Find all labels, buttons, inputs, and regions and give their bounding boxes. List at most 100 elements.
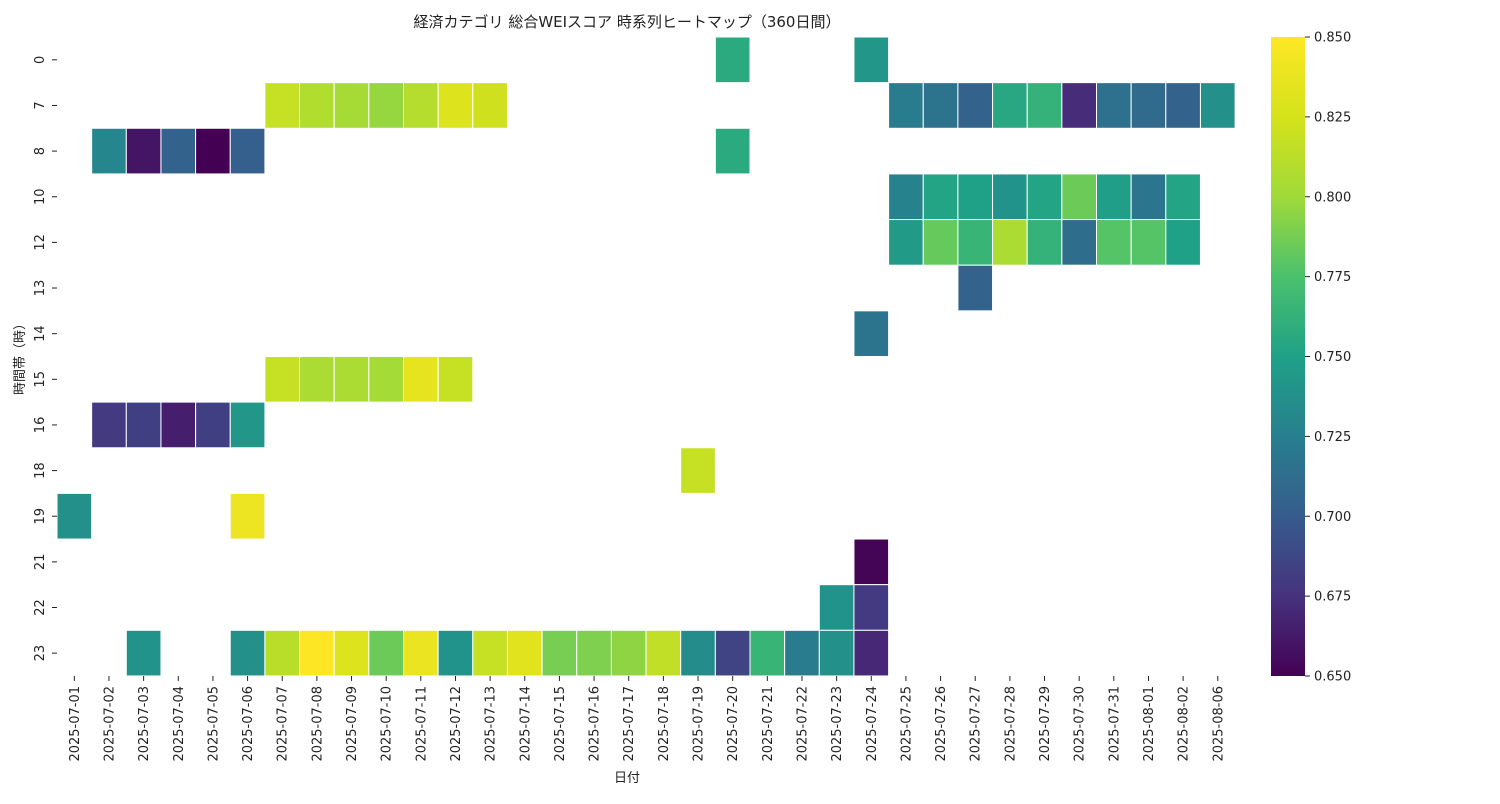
x-tick-label: 2025-07-28	[1003, 686, 1018, 762]
x-tick-label: 2025-07-18	[657, 686, 672, 762]
heatmap-cell	[853, 629, 890, 677]
heatmap-cell	[853, 36, 890, 84]
heatmap-cell	[299, 82, 335, 129]
heatmap-cell	[333, 82, 370, 129]
y-tick-label: 7	[33, 101, 48, 109]
chart-title: 経済カテゴリ 総合WEIスコア 時系列ヒートマップ（360日間）	[414, 13, 841, 31]
y-tick-label: 22	[33, 599, 48, 616]
x-tick-label: 2025-07-29	[1038, 686, 1053, 762]
heatmap-cell	[1130, 173, 1167, 221]
heatmap-cells	[56, 36, 1236, 677]
heatmap-cell	[922, 219, 959, 266]
y-tick-label: 23	[33, 645, 48, 662]
heatmap-cell	[160, 127, 197, 175]
heatmap-cell	[1199, 82, 1236, 129]
y-tick-label: 8	[33, 147, 48, 155]
heatmap-cell	[1026, 173, 1063, 221]
heatmap-cell	[576, 629, 612, 677]
heatmap-cell	[368, 82, 405, 129]
heatmap-cell	[992, 219, 1028, 266]
heatmap-cell	[1061, 173, 1097, 221]
heatmap-cell	[368, 629, 405, 677]
x-tick-label: 2025-07-04	[172, 686, 187, 762]
heatmap-cell	[957, 219, 994, 266]
heatmap-cell	[888, 219, 924, 266]
x-tick-label: 2025-08-01	[1142, 686, 1157, 762]
heatmap-cell	[957, 173, 994, 221]
heatmap-cell	[91, 127, 127, 175]
heatmap-cell	[472, 82, 508, 129]
y-tick-label: 12	[33, 234, 48, 251]
colorbar-tick-label: 0.850	[1314, 31, 1351, 46]
heatmap-cell	[125, 401, 162, 449]
x-tick-label: 2025-07-10	[380, 686, 395, 762]
heatmap-cell	[992, 82, 1028, 129]
heatmap-cell	[853, 538, 890, 586]
colorbar-tick-label: 0.825	[1314, 110, 1351, 125]
x-tick-label: 2025-07-01	[68, 686, 83, 762]
heatmap-cell	[680, 629, 716, 677]
heatmap-cell	[1026, 219, 1063, 266]
heatmap-cell	[853, 310, 890, 357]
heatmap-cell	[1096, 82, 1132, 129]
heatmap-cell	[1096, 219, 1132, 266]
x-tick-label: 2025-07-09	[345, 686, 360, 762]
heatmap-cell	[195, 401, 231, 449]
x-tick-label: 2025-07-23	[830, 686, 845, 762]
heatmap-cell	[229, 127, 266, 175]
heatmap-cell	[714, 629, 751, 677]
heatmap-cell	[264, 355, 301, 403]
x-tick-label: 2025-07-11	[414, 686, 429, 762]
heatmap-cell	[229, 629, 266, 677]
y-axis: 0 7 8 10 12 13 14 15 16 18 19 21 22 23	[33, 56, 57, 662]
x-axis: 2025-07-01 2025-07-02 2025-07-03 2025-07-04…	[68, 675, 1226, 762]
heatmap-cell	[437, 629, 474, 677]
y-tick-label: 21	[33, 554, 48, 571]
x-tick-label: 2025-07-16	[588, 686, 603, 762]
x-tick-label: 2025-07-08	[310, 686, 325, 762]
heatmap-cell	[125, 629, 162, 677]
heatmap-cell	[957, 82, 994, 129]
heatmap-cell	[1096, 173, 1132, 221]
heatmap-cell	[91, 401, 127, 449]
colorbar-tick-label: 0.750	[1314, 350, 1351, 365]
x-tick-label: 2025-07-12	[449, 686, 464, 762]
y-tick-label: 15	[33, 371, 48, 388]
heatmap-cell	[1061, 82, 1097, 129]
heatmap-cell	[610, 629, 647, 677]
heatmap-cell	[264, 82, 301, 129]
heatmap-cell	[714, 127, 751, 175]
heatmap-cell	[818, 629, 855, 677]
heatmap-cell	[403, 82, 439, 129]
heatmap-cell	[645, 629, 682, 677]
heatmap-cell	[818, 584, 855, 631]
x-tick-label: 2025-07-17	[622, 686, 637, 762]
y-tick-label: 16	[33, 417, 48, 434]
heatmap-cell	[922, 173, 959, 221]
x-axis-label: 日付	[614, 771, 640, 786]
x-tick-label: 2025-08-02	[1177, 686, 1192, 762]
heatmap-cell	[229, 401, 266, 449]
x-tick-label: 2025-07-22	[795, 686, 810, 762]
heatmap-cell	[333, 629, 370, 677]
x-tick-label: 2025-07-20	[726, 686, 741, 762]
x-tick-label: 2025-07-31	[1107, 686, 1122, 762]
x-tick-label: 2025-07-06	[241, 686, 256, 762]
heatmap-cell	[1130, 82, 1167, 129]
y-tick-label: 14	[33, 325, 48, 342]
y-tick-label: 0	[33, 56, 48, 64]
heatmap-cell	[403, 629, 439, 677]
heatmap-cell	[506, 629, 543, 677]
colorbar: 0.650 0.675 0.700 0.725 0.750 0.775 0.800 0.825…	[1271, 31, 1351, 685]
heatmap-cell	[437, 355, 474, 403]
x-tick-label: 2025-07-05	[206, 686, 221, 762]
heatmap-cell	[957, 264, 994, 312]
heatmap-cell	[403, 355, 439, 403]
heatmap-cell	[1061, 219, 1097, 266]
heatmap-cell	[680, 447, 716, 494]
heatmap-cell	[714, 36, 751, 84]
heatmap-cell	[749, 629, 786, 677]
y-axis-label: 時間帯（時）	[13, 317, 28, 395]
